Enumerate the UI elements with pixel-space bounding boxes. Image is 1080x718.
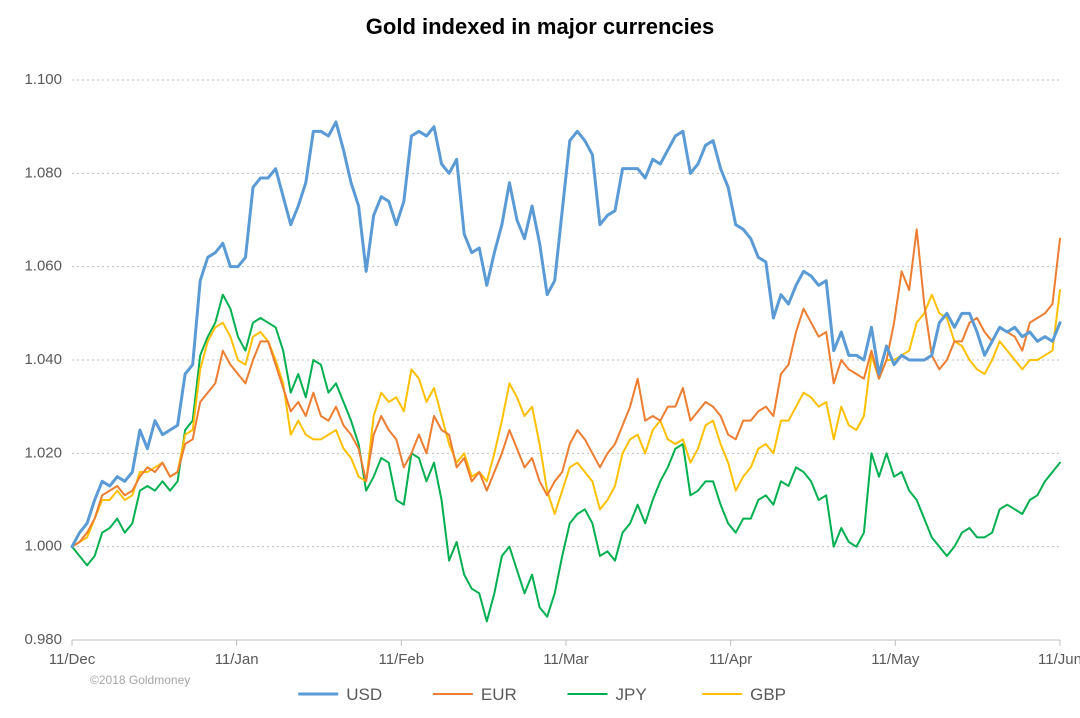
y-tick-label: 0.980 [24, 631, 62, 648]
x-tick-label: 11/Dec [49, 651, 96, 668]
y-tick-label: 1.100 [24, 71, 62, 88]
copyright-text: ©2018 Goldmoney [90, 673, 190, 687]
x-tick-label: 11/Feb [379, 651, 425, 668]
legend-label-gbp: GBP [750, 685, 786, 704]
chart-title: Gold indexed in major currencies [366, 14, 714, 39]
y-tick-label: 1.080 [24, 164, 62, 181]
x-tick-label: 11/Mar [543, 651, 589, 668]
y-tick-label: 1.020 [24, 444, 62, 461]
y-tick-label: 1.060 [24, 258, 62, 275]
legend-label-jpy: JPY [616, 685, 647, 704]
line-chart: Gold indexed in major currencies 0.980 1.0… [0, 0, 1080, 718]
chart-container: Gold indexed in major currencies 0.980 1.0… [0, 0, 1080, 718]
x-tick-label: 11/Jan [215, 651, 259, 668]
y-tick-label: 1.000 [24, 538, 62, 555]
y-tick-label: 1.040 [24, 351, 62, 368]
legend-label-eur: EUR [481, 685, 517, 704]
legend-label-usd: USD [346, 685, 382, 704]
x-tick-label: 11/Apr [709, 651, 752, 668]
x-tick-label: 11/Jun [1038, 651, 1080, 668]
x-tick-label: 11/May [871, 651, 920, 668]
